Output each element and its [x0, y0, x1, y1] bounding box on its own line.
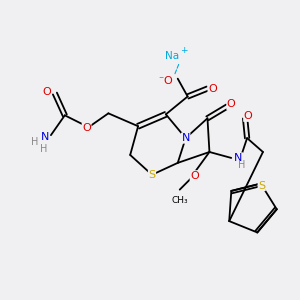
Text: N: N [182, 133, 190, 143]
Text: O: O [42, 86, 51, 97]
Text: Na: Na [165, 51, 179, 61]
Text: N: N [40, 132, 49, 142]
Text: +: + [180, 46, 188, 56]
Text: O: O [190, 171, 199, 181]
Text: O: O [208, 84, 217, 94]
Text: CH₃: CH₃ [171, 196, 188, 205]
Text: S: S [258, 181, 265, 190]
Text: O: O [227, 99, 236, 110]
Text: H: H [32, 137, 39, 147]
Text: H: H [40, 144, 48, 154]
Text: S: S [148, 170, 155, 180]
Text: O: O [82, 123, 91, 133]
Text: O: O [244, 111, 253, 121]
Text: H: H [238, 160, 246, 170]
Text: O: O [163, 76, 172, 85]
Text: ⁻: ⁻ [159, 76, 164, 85]
Text: N: N [234, 153, 243, 163]
